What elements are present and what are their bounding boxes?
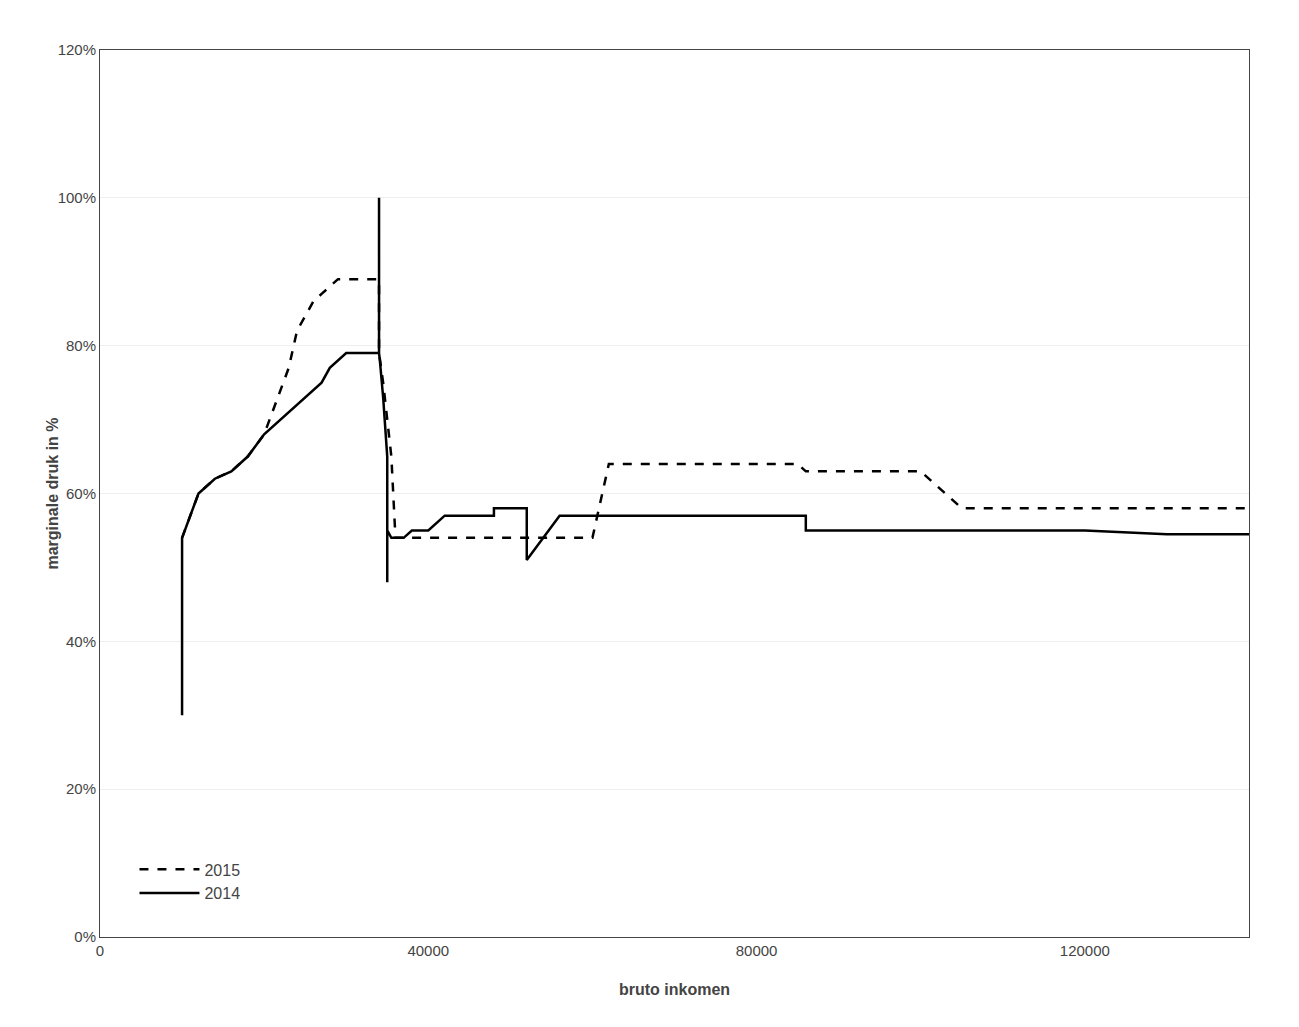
svg-text:40%: 40% xyxy=(66,633,96,650)
svg-text:120000: 120000 xyxy=(1060,942,1110,959)
svg-text:120%: 120% xyxy=(58,41,96,58)
svg-text:bruto inkomen: bruto inkomen xyxy=(619,981,730,998)
svg-text:60%: 60% xyxy=(66,485,96,502)
svg-text:80%: 80% xyxy=(66,337,96,354)
svg-text:100%: 100% xyxy=(58,189,96,206)
svg-text:2014: 2014 xyxy=(204,885,240,902)
svg-text:0%: 0% xyxy=(74,928,96,945)
svg-text:80000: 80000 xyxy=(736,942,778,959)
svg-text:marginale druk in %: marginale druk in % xyxy=(44,417,61,569)
svg-text:20%: 20% xyxy=(66,780,96,797)
svg-text:2015: 2015 xyxy=(204,862,240,879)
svg-text:0: 0 xyxy=(96,942,104,959)
svg-text:40000: 40000 xyxy=(407,942,449,959)
